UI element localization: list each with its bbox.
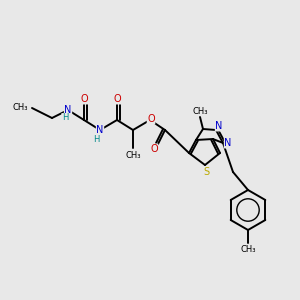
Text: O: O [80,94,88,104]
Text: O: O [147,114,155,124]
Text: O: O [150,144,158,154]
Text: N: N [215,121,223,131]
Text: N: N [64,105,72,115]
Text: CH₃: CH₃ [240,244,256,253]
Text: CH₃: CH₃ [192,106,208,116]
Text: H: H [93,134,99,143]
Text: O: O [113,94,121,104]
Text: CH₃: CH₃ [125,151,141,160]
Text: H: H [62,113,68,122]
Text: N: N [96,125,104,135]
Text: N: N [224,138,232,148]
Text: CH₃: CH₃ [13,103,28,112]
Text: S: S [203,167,209,177]
